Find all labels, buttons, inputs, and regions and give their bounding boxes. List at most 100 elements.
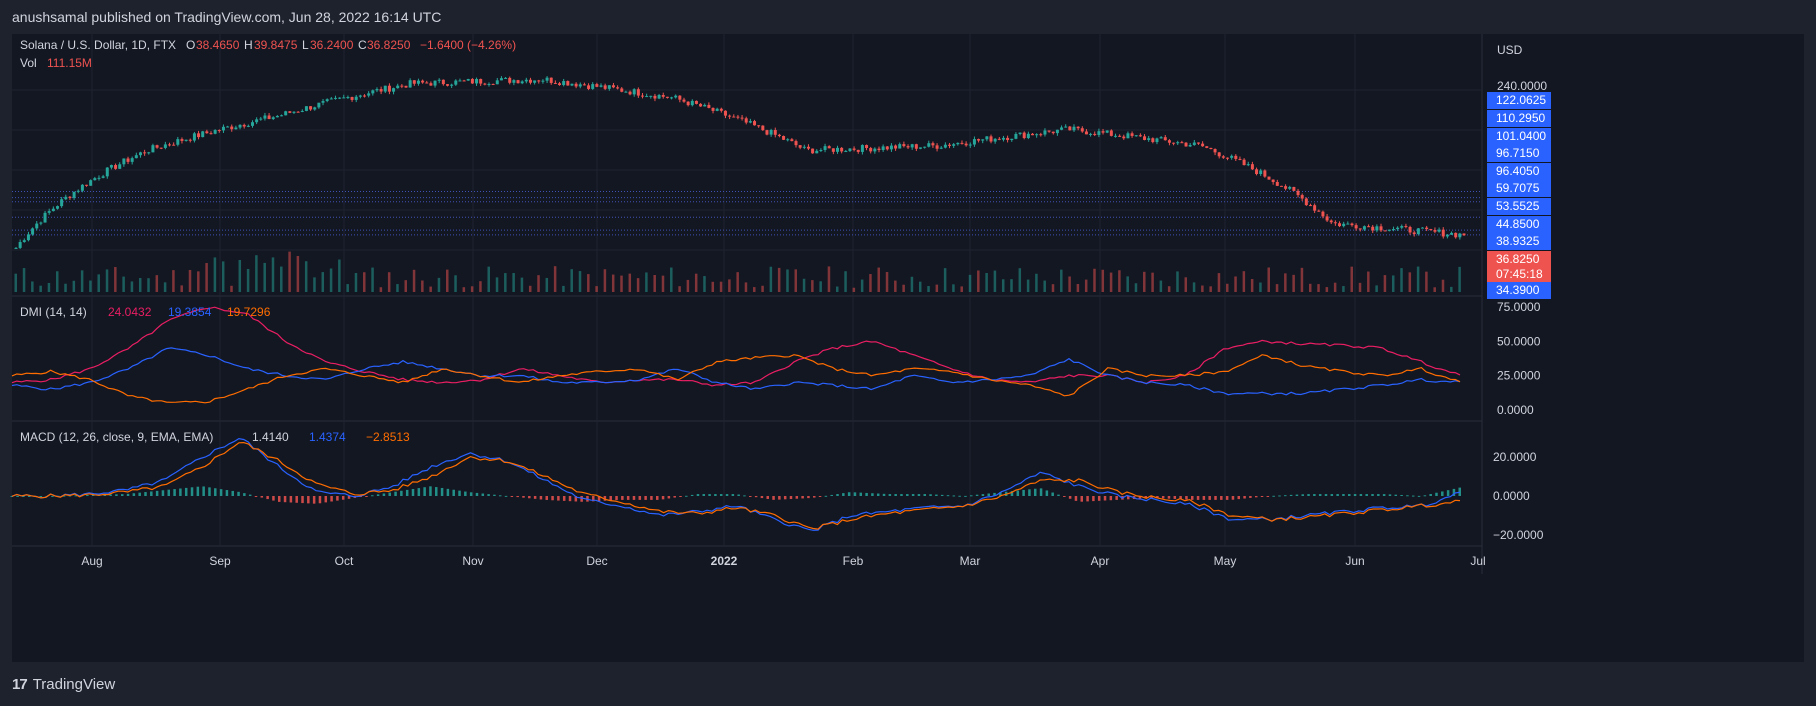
candle-body — [935, 145, 939, 149]
candle-body — [491, 83, 495, 85]
dmi-series-di — [11, 354, 1461, 404]
macd-hist-bar — [266, 496, 269, 500]
candle-body — [640, 95, 644, 97]
macd-hist-bar — [1237, 496, 1241, 500]
macd-hist-bar — [475, 492, 479, 496]
macd-hist-bar — [283, 496, 287, 503]
macd-hist-bar — [16, 496, 19, 497]
candle-body — [205, 131, 209, 134]
volume-bar — [520, 277, 524, 292]
candle-body — [1035, 134, 1039, 136]
open-label: O — [186, 38, 195, 52]
candle-body — [811, 148, 815, 154]
macd-hist-bar — [417, 488, 421, 496]
macd-hist-bar — [1144, 496, 1147, 499]
volume-bar — [304, 261, 308, 292]
price-level-label: 38.9325 — [1496, 234, 1540, 248]
candle-body — [1084, 131, 1088, 135]
macd-hist-bar — [155, 490, 159, 496]
volume-bar — [952, 284, 955, 292]
macd-hist-bar — [74, 495, 77, 497]
volume-bar — [313, 277, 316, 292]
volume-bar — [603, 269, 607, 292]
volume-bar — [537, 275, 540, 292]
volume-bar — [761, 285, 764, 292]
candle-body — [1113, 135, 1117, 137]
macd-hist-bar — [312, 496, 316, 504]
macd-hist-bar — [1045, 490, 1049, 496]
macd-hist-bar — [615, 496, 618, 501]
macd-hist-bar — [1185, 496, 1188, 500]
candle-body — [1271, 179, 1275, 183]
candle-body — [777, 134, 781, 137]
candle-body — [520, 81, 524, 84]
candle-body — [1101, 131, 1105, 133]
volume-bar — [1300, 267, 1304, 292]
candle-body — [1118, 135, 1122, 137]
macd-hist-bar — [824, 495, 828, 497]
candle-body — [748, 121, 752, 123]
volume-bar — [387, 272, 391, 292]
macd-hist-bar — [1150, 496, 1153, 499]
candle-body — [815, 150, 819, 154]
macd-hist-bar — [609, 496, 612, 501]
candle-body — [147, 152, 151, 154]
price-level-tag — [1487, 110, 1551, 127]
candle-body — [632, 89, 636, 95]
candle-body — [1354, 225, 1358, 229]
macd-hist-bar — [1377, 494, 1380, 496]
candle-body — [1412, 232, 1416, 235]
macd-hist-bar — [1295, 494, 1299, 496]
volume-bar — [670, 267, 673, 292]
candle-body — [657, 94, 661, 99]
candle-body — [363, 95, 367, 97]
candle-body — [906, 146, 910, 148]
time-tick: Feb — [843, 554, 864, 568]
candle-body — [968, 144, 972, 146]
high-value: 39.8475 — [254, 38, 298, 52]
candle-body — [118, 164, 122, 169]
volume-bar — [1400, 268, 1403, 292]
macd-hist-bar — [278, 496, 281, 502]
price-level-label: 44.8500 — [1496, 217, 1540, 231]
macd-signal-value: 1.4374 — [309, 430, 346, 444]
candle-body — [794, 141, 798, 146]
volume-bar — [371, 267, 374, 292]
candle-body — [454, 80, 458, 85]
macd-lines — [11, 437, 1461, 531]
macd-hist-bar — [1301, 494, 1304, 496]
candle-body — [566, 81, 570, 86]
candle-body — [1379, 226, 1383, 231]
volume-bar — [1084, 279, 1088, 292]
candle-body — [93, 178, 97, 181]
macd-hist-bar — [1103, 496, 1107, 501]
macd-hist-bar — [818, 496, 822, 497]
candle-body — [665, 96, 669, 98]
volume-bar — [1267, 267, 1270, 292]
volume-bar — [819, 281, 822, 292]
tradingview-logo[interactable]: 17 TradingView — [12, 676, 115, 693]
price-level-tag — [1487, 233, 1551, 250]
macd-hist-bar — [696, 494, 700, 496]
candle-body — [292, 111, 296, 113]
candle-body — [881, 146, 885, 150]
volume-bar — [836, 286, 839, 292]
candle-body — [1421, 227, 1425, 229]
publisher-header: anushsamal published on TradingView.com,… — [0, 0, 1816, 34]
time-tick: Mar — [960, 554, 981, 568]
macd-hist-bar — [737, 494, 740, 496]
macd-hist-bar — [1214, 496, 1217, 500]
macd-hist-bar — [27, 496, 31, 497]
macd-hist-bar — [655, 496, 659, 500]
candle-body — [466, 78, 470, 81]
volume-bar — [678, 286, 681, 292]
macd-hist-bar — [679, 496, 682, 497]
volume-bar — [960, 286, 963, 292]
volume-bars — [14, 251, 1461, 292]
candle-body — [711, 107, 715, 111]
volume-bar — [927, 286, 930, 292]
candle-body — [1433, 230, 1437, 232]
macd-hist-bar — [1057, 494, 1060, 496]
macd-hist-bar — [545, 496, 549, 500]
